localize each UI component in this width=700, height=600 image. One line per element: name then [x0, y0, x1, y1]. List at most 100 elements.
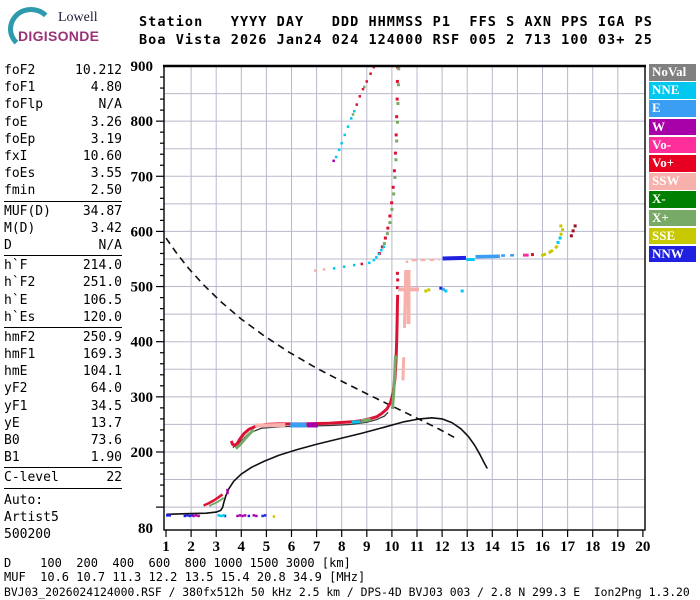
- station-header-line1: Station YYYY DAY DDD HHMMSS P1 FFS S AXN…: [139, 14, 653, 30]
- x-axis-label: 6: [288, 539, 296, 555]
- param-row-fof2: foF2 10.212: [4, 62, 122, 79]
- hop2-sparse-nne: [353, 263, 356, 267]
- hop2-voplus-dot: [530, 253, 534, 257]
- hop2-sse-rise: [540, 244, 559, 258]
- param-row-hf: h`F 214.0: [4, 257, 122, 274]
- param-value: N/A: [98, 237, 122, 253]
- param-label: h`Es: [4, 309, 36, 325]
- lowell-digisonde-logo: Lowell DIGISONDE: [6, 4, 136, 51]
- param-value: 120.0: [82, 309, 122, 325]
- hop2-rise-voplus: [386, 226, 390, 230]
- param-label: hmF1: [4, 347, 36, 363]
- hop2-rise-xplus: [393, 175, 397, 179]
- hop2-rise-voplus: [395, 79, 399, 83]
- noise-nne: [222, 514, 225, 517]
- noise-w: [197, 514, 200, 518]
- hop2-sparse-ssw: [405, 260, 409, 263]
- hop2-curl-nne: [556, 240, 560, 244]
- hop2-curl-nne: [558, 236, 562, 240]
- hop3-voplus: [369, 72, 372, 75]
- hop2-rise-voplus: [388, 214, 392, 218]
- legend-item-nnw: NNW: [649, 245, 696, 263]
- param-label: hmF2: [4, 329, 36, 345]
- param-value: 4.80: [90, 80, 122, 96]
- param-label: fxI: [4, 149, 28, 165]
- hop2-dark-red-dots: [571, 229, 575, 233]
- seg-nne: [351, 420, 361, 424]
- mid-nne-dots: [460, 289, 464, 293]
- x-axis-label: 18: [585, 539, 600, 555]
- param-value: 1.90: [90, 450, 122, 466]
- param-value: 10.212: [75, 63, 122, 79]
- hop2-rise-xplus: [396, 83, 400, 87]
- hop2-curl-sse: [561, 228, 565, 232]
- legend-item-ssw: SSW: [649, 173, 696, 190]
- param-group: MUF(D) 34.87 M(D) 3.42 D N/A: [4, 202, 122, 257]
- param-row-fxi: fxI 10.60: [4, 148, 122, 165]
- noise-w: [252, 514, 256, 517]
- legend-item-noval: NoVal: [649, 64, 696, 81]
- noise-nnw: [191, 514, 194, 517]
- legend-item-x: X+: [649, 209, 696, 227]
- y-axis-label: 600: [131, 224, 154, 240]
- param-label: D: [4, 237, 12, 253]
- true-height-profile: [166, 416, 488, 516]
- noise-w: [238, 514, 242, 517]
- legend-item-vo: Vo+: [649, 154, 696, 172]
- e-trace-w-tick: [226, 488, 229, 492]
- noise-w: [236, 514, 239, 518]
- hop3-voplus: [365, 80, 369, 83]
- param-label: C-level: [4, 470, 59, 486]
- hop2-ssw-dash: [411, 258, 440, 262]
- param-label: h`F: [4, 258, 28, 274]
- param-label: B1: [4, 450, 20, 466]
- y-axis-label: 500: [131, 280, 154, 296]
- param-row-fmin: fmin 2.50: [4, 182, 122, 199]
- y-axis-label: 700: [131, 169, 154, 185]
- param-value: 3.26: [90, 114, 122, 130]
- hop2-rise-nne: [375, 256, 378, 259]
- rise-green: [390, 355, 397, 410]
- hop3-nne: [343, 133, 346, 137]
- param-value: 104.1: [82, 364, 122, 380]
- hop2-rise-nne: [377, 252, 381, 256]
- param-label: yE: [4, 415, 20, 431]
- param-value: 13.7: [90, 415, 122, 431]
- param-row-hf2: h`F2 251.0: [4, 274, 122, 291]
- hop3-nne: [349, 117, 353, 120]
- xmode-ssw-low: [401, 357, 406, 381]
- param-value: 34.5: [90, 398, 122, 414]
- hop3-nne: [353, 109, 356, 113]
- y-axis-label: 300: [131, 390, 154, 406]
- hop2-rise-xplus: [394, 158, 398, 162]
- param-row-b1: B1 1.90: [4, 449, 122, 466]
- param-row-foflp: foFlp N/A: [4, 96, 122, 113]
- param-value: 34.87: [82, 203, 122, 219]
- noise-nnw: [186, 514, 189, 517]
- x-axis-label: 15: [510, 539, 525, 555]
- noise-nnw: [188, 514, 192, 518]
- file-info-line: BVJ03_2026024124000.RSF / 380fx512h 50 k…: [4, 585, 690, 599]
- param-value: 250.9: [82, 329, 122, 345]
- noise-sse: [272, 515, 276, 518]
- hop2-rise-xplus: [390, 207, 394, 211]
- hop3-nne: [346, 125, 350, 128]
- x-axis-label: 4: [238, 539, 246, 555]
- mid-sse-dots: [424, 289, 428, 293]
- param-row-b0: B0 73.6: [4, 432, 122, 449]
- param-value: 3.19: [90, 131, 122, 147]
- x-axis-label: 19: [610, 539, 625, 555]
- hop2-rise-xplus: [385, 232, 389, 236]
- hop2-dark-red-dots: [569, 234, 573, 238]
- param-value: 2.50: [90, 183, 122, 199]
- auto-line: 500200: [4, 526, 51, 542]
- param-group: foF2 10.212 foF1 4.80 foFlp N/A foE 3.26 foEp 3.1…: [4, 61, 122, 202]
- direction-color-legend: NoVal NNE E W Vo- Vo+ SSW X- X+ SSE NNW: [649, 64, 696, 264]
- x-axis-label: 3: [212, 539, 220, 555]
- param-row-foep: foEp 3.19: [4, 131, 122, 148]
- hop3-nne: [340, 141, 343, 145]
- hop2-sparse-nne: [342, 265, 346, 268]
- param-row-md: M(D) 3.42: [4, 220, 122, 237]
- noise-nnw: [247, 514, 251, 518]
